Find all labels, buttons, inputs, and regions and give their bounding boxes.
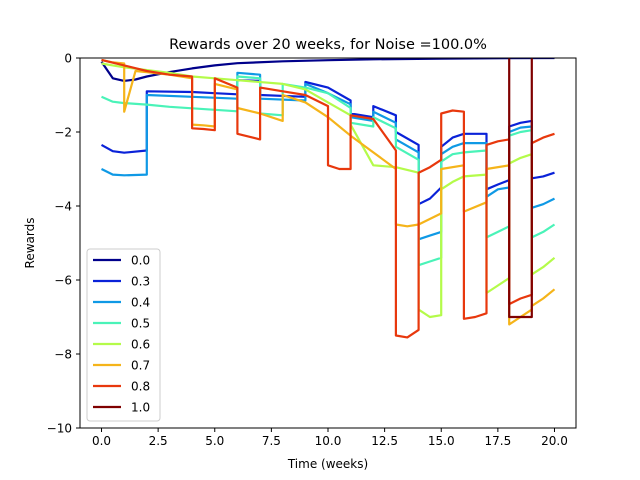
legend-label: 0.6 [131, 338, 150, 352]
y-tick-label: −10 [47, 422, 72, 436]
legend-label: 0.8 [131, 380, 150, 394]
x-tick-label: 2.5 [149, 434, 168, 448]
legend-label: 0.5 [131, 317, 150, 331]
legend-box [86, 248, 161, 422]
legend-label: 0.4 [131, 296, 150, 310]
series-line-1.0 [508, 58, 533, 319]
x-tick-label: 12.5 [371, 434, 398, 448]
chart-title: Rewards over 20 weeks, for Noise =100.0% [169, 37, 487, 53]
series-line-0.0 [100, 58, 555, 82]
series-line-0.8 [101, 58, 555, 339]
legend-label: 0.7 [131, 359, 150, 373]
y-tick-label: −8 [54, 348, 72, 362]
x-tick-label: 0.0 [92, 434, 111, 448]
x-tick-label: 10.0 [315, 434, 342, 448]
legend-label: 0.3 [131, 275, 150, 289]
y-tick-label: −4 [54, 200, 72, 214]
y-tick-label: 0 [64, 52, 72, 66]
x-tick-label: 17.5 [485, 434, 512, 448]
x-tick-label: 7.5 [262, 434, 281, 448]
y-axis-label: Rewards [23, 218, 37, 269]
x-tick-label: 5.0 [205, 434, 224, 448]
legend: 0.0 0.3 0.4 0.5 0.6 0.7 0.8 1.0 [86, 248, 161, 422]
series-line-0.5 [101, 75, 556, 267]
legend-label: 1.0 [131, 401, 150, 415]
x-axis-label: Time (weeks) [287, 457, 368, 471]
x-tick-label: 20.0 [541, 434, 568, 448]
x-tick-label: 15.0 [428, 434, 455, 448]
y-tick-label: −6 [54, 274, 72, 288]
y-tick-label: −2 [54, 126, 72, 140]
legend-label: 0.0 [131, 254, 150, 268]
